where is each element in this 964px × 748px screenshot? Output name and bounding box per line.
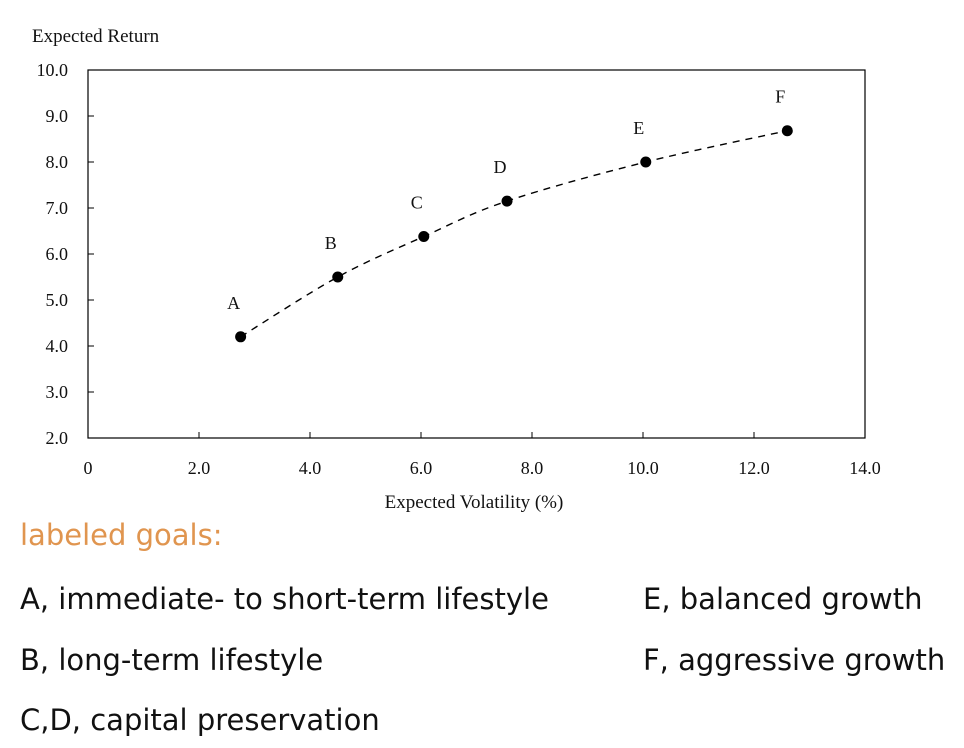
y-axis-title: Expected Return (32, 26, 160, 47)
y-tick-label: 9.0 (46, 106, 69, 126)
risk-return-chart: Expected Return 2.0 3.0 4.0 5.0 6.0 7.0 8.0 9.0… (32, 26, 881, 513)
y-tick-label: 5.0 (46, 290, 69, 310)
x-tick-label: 12.0 (738, 458, 770, 478)
goal-cd-label: C,D, capital preservation (20, 703, 380, 737)
goal-b-label: B, long-term lifestyle (20, 643, 324, 677)
point-label-f: F (775, 87, 785, 107)
goal-e-label: E, balanced growth (643, 582, 923, 616)
y-tick-label: 3.0 (46, 382, 69, 402)
x-tick-label: 2.0 (188, 458, 211, 478)
point-label-b: B (325, 233, 337, 253)
x-tick-label: 8.0 (521, 458, 544, 478)
y-tick-label: 8.0 (46, 152, 69, 172)
y-tick-label: 6.0 (46, 244, 69, 264)
y-tick-label: 10.0 (37, 60, 69, 80)
point-c (418, 231, 430, 243)
point-e (640, 156, 652, 168)
x-tick-label: 14.0 (849, 458, 881, 478)
data-points: A B C D E F (227, 87, 793, 343)
point-b (332, 271, 344, 283)
x-tick-label: 6.0 (410, 458, 433, 478)
point-f (781, 125, 793, 137)
point-a (235, 331, 247, 343)
x-tick-label: 0 (84, 458, 93, 478)
x-axis-ticks: 0 2.0 4.0 6.0 8.0 10.0 12.0 14.0 (84, 432, 881, 478)
x-tick-label: 10.0 (627, 458, 659, 478)
trend-curve (240, 130, 788, 338)
goal-f-label: F, aggressive growth (643, 643, 946, 677)
y-axis-ticks: 2.0 3.0 4.0 5.0 6.0 7.0 8.0 9.0 10.0 (37, 60, 94, 448)
point-label-d: D (494, 157, 507, 177)
y-tick-label: 2.0 (46, 428, 69, 448)
point-d (501, 195, 513, 207)
x-tick-label: 4.0 (299, 458, 322, 478)
plot-frame (87, 69, 866, 439)
x-axis-title: Expected Volatility (%) (385, 492, 564, 513)
point-label-e: E (633, 118, 644, 138)
y-tick-label: 4.0 (46, 336, 69, 356)
point-label-c: C (411, 193, 423, 213)
goal-a-label: A, immediate- to short-term lifestyle (20, 582, 549, 616)
point-label-a: A (227, 293, 240, 313)
y-tick-label: 7.0 (46, 198, 69, 218)
legend-heading: labeled goals: (20, 518, 223, 552)
